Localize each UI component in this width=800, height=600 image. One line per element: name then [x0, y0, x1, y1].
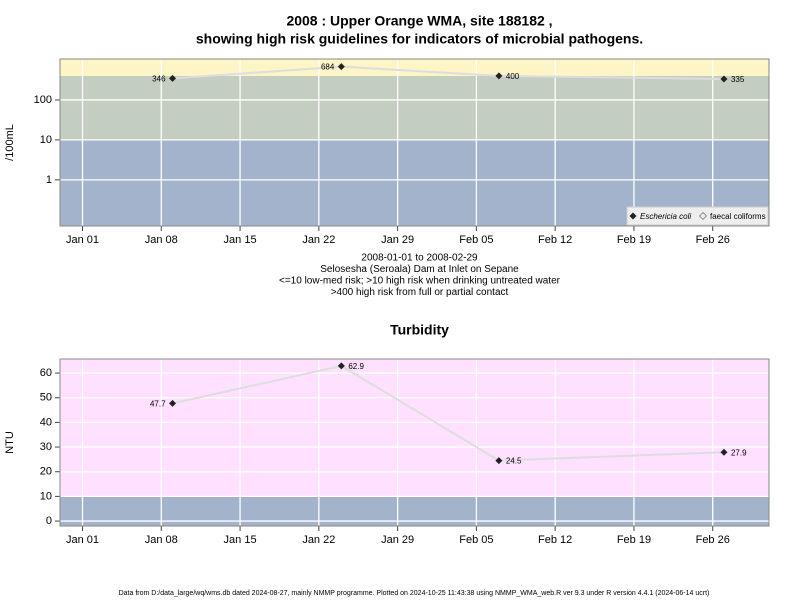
risk-band — [60, 359, 769, 497]
y-tick-label: 60 — [40, 367, 52, 379]
x-tick-label: Feb 19 — [617, 234, 651, 246]
data-point — [169, 74, 177, 82]
y-tick-label: 10 — [40, 134, 52, 146]
x-tick-label: Feb 12 — [538, 534, 572, 546]
value-label: 47.7 — [150, 400, 166, 409]
value-label: 400 — [506, 72, 520, 81]
x-tick-label: Feb 19 — [617, 534, 651, 546]
risk-band — [60, 59, 769, 76]
risk-band — [60, 75, 769, 140]
value-label: 346 — [152, 75, 166, 84]
x-tick-label: Jan 15 — [224, 534, 257, 546]
x-tick-label: Jan 22 — [302, 234, 335, 246]
x-tick-label: Feb 05 — [459, 234, 493, 246]
chart-subtitle: Selosesha (Seroala) Dam at Inlet on Sepa… — [320, 264, 519, 275]
data-point — [337, 362, 345, 370]
chart-title: showing high risk guidelines for indicat… — [196, 31, 643, 47]
legend-marker — [699, 212, 707, 220]
data-point — [720, 448, 728, 456]
value-label: 24.5 — [506, 457, 522, 466]
y-tick-label: 10 — [40, 490, 52, 502]
x-tick-label: Jan 08 — [145, 534, 178, 546]
x-tick-label: Jan 01 — [66, 534, 99, 546]
data-point — [495, 457, 503, 465]
series-line — [172, 364, 725, 462]
y-tick-label: 30 — [40, 441, 52, 453]
footnote: Data from D:/data_large/wq/wms.db dated … — [119, 590, 710, 597]
legend-label: Eschericia coli — [640, 212, 691, 221]
chart-title: Turbidity — [390, 322, 449, 338]
value-label: 62.9 — [348, 362, 364, 371]
legend-box — [626, 206, 769, 226]
y-tick-label: 40 — [40, 416, 52, 428]
y-tick-label: 0 — [46, 515, 52, 527]
x-tick-label: Jan 01 — [66, 234, 99, 246]
chart-title: 2008 : Upper Orange WMA, site 188182 , — [286, 13, 552, 29]
data-point — [495, 72, 503, 80]
x-tick-label: Jan 08 — [145, 234, 178, 246]
x-tick-label: Feb 05 — [459, 534, 493, 546]
x-tick-label: Jan 15 — [224, 234, 257, 246]
x-tick-label: Jan 29 — [381, 534, 414, 546]
x-tick-label: Feb 26 — [696, 234, 730, 246]
chart-subtitle: 2008-01-01 to 2008-02-29 — [361, 253, 478, 264]
plot-frame — [59, 58, 770, 227]
chart-subtitle: >400 high risk from full or partial cont… — [331, 287, 509, 298]
y-tick-label: 1 — [46, 174, 52, 186]
x-tick-label: Feb 12 — [538, 234, 572, 246]
x-tick-label: Jan 22 — [302, 534, 335, 546]
y-tick-label: 100 — [34, 94, 52, 106]
y-axis-label: /100mL — [4, 124, 16, 161]
chart-subtitle: <=10 low-med risk; >10 high risk when dr… — [279, 276, 561, 287]
legend-marker — [629, 212, 637, 220]
legend-label: faecal coliforms — [710, 212, 766, 221]
y-tick-label: 20 — [40, 466, 52, 478]
y-tick-label: 50 — [40, 392, 52, 404]
value-label: 684 — [321, 63, 335, 72]
data-point — [720, 75, 728, 83]
plot-frame — [59, 358, 770, 527]
series-line — [172, 65, 724, 80]
x-tick-label: Feb 26 — [696, 534, 730, 546]
data-point — [169, 399, 177, 407]
value-label: 335 — [731, 75, 745, 84]
data-point — [337, 63, 345, 71]
value-label: 27.9 — [731, 448, 747, 457]
x-tick-label: Jan 29 — [381, 234, 414, 246]
y-axis-label: NTU — [4, 431, 16, 454]
